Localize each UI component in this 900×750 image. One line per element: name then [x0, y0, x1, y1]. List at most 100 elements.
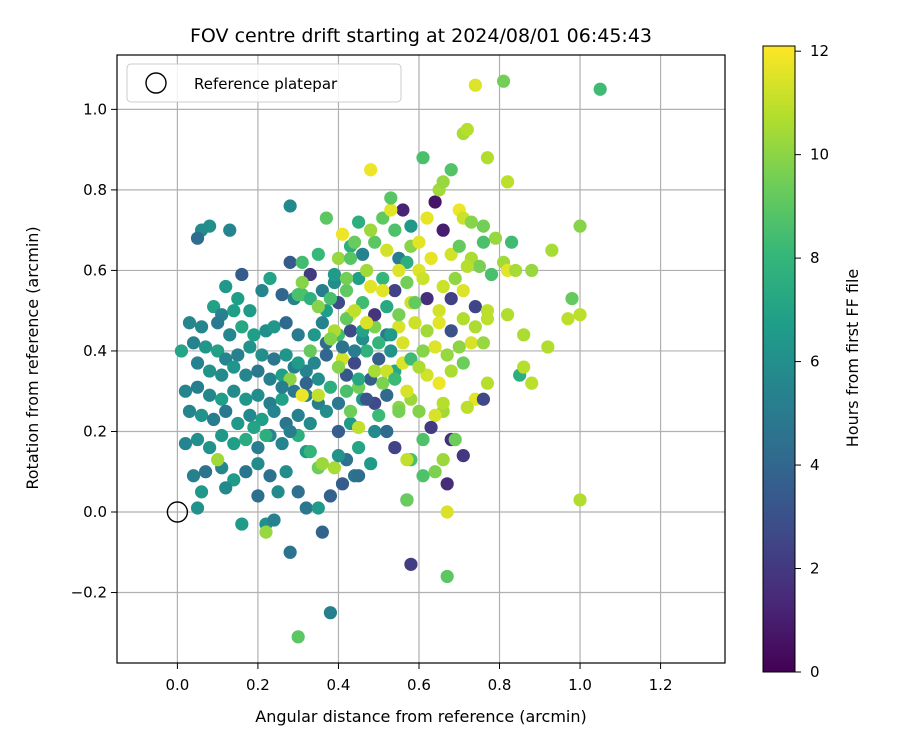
- data-point: [404, 219, 418, 233]
- data-point: [190, 432, 205, 447]
- data-point: [299, 376, 313, 390]
- data-point: [432, 376, 446, 390]
- data-point: [259, 525, 273, 539]
- data-point: [400, 384, 414, 398]
- data-point: [468, 78, 482, 92]
- data-point: [299, 501, 313, 515]
- data-point: [347, 344, 362, 358]
- data-point: [372, 352, 386, 366]
- chart-title: FOV centre drift starting at 2024/08/01 …: [190, 25, 652, 47]
- data-point: [182, 316, 197, 330]
- data-point: [303, 344, 317, 358]
- data-point: [440, 505, 454, 519]
- data-point: [339, 271, 354, 286]
- data-point: [315, 457, 329, 471]
- data-point: [323, 489, 338, 503]
- data-point: [376, 376, 390, 390]
- data-point: [227, 436, 241, 451]
- data-point: [295, 388, 309, 402]
- data-point: [593, 82, 607, 96]
- data-point: [444, 364, 458, 378]
- data-point: [275, 436, 289, 451]
- data-point: [263, 469, 277, 483]
- data-point: [364, 223, 378, 237]
- data-point: [279, 316, 293, 330]
- data-point: [476, 219, 491, 233]
- data-point: [203, 364, 217, 378]
- data-point: [517, 360, 531, 374]
- data-point: [408, 316, 422, 330]
- data-point: [444, 292, 458, 306]
- y-tick-label: 0.8: [83, 181, 107, 199]
- data-point: [182, 404, 197, 418]
- data-point: [400, 275, 414, 290]
- data-point: [227, 304, 241, 318]
- data-point: [400, 493, 414, 507]
- data-point: [368, 424, 382, 439]
- data-point: [480, 151, 495, 165]
- data-point: [384, 328, 398, 342]
- data-point: [194, 320, 209, 334]
- data-point: [392, 404, 406, 418]
- data-point: [573, 308, 587, 322]
- data-point: [263, 271, 277, 286]
- data-point: [239, 465, 253, 479]
- data-point: [488, 231, 503, 245]
- x-tick-label: 0.2: [246, 676, 270, 694]
- data-point: [392, 308, 406, 322]
- data-point: [207, 300, 221, 314]
- data-point: [392, 263, 406, 278]
- data-point: [436, 396, 450, 410]
- data-point: [525, 376, 539, 390]
- data-point: [368, 235, 382, 249]
- data-point: [190, 380, 205, 394]
- data-point: [351, 440, 366, 455]
- data-point: [339, 368, 354, 382]
- data-point: [420, 368, 434, 382]
- data-point: [476, 235, 491, 249]
- data-point: [416, 344, 430, 358]
- data-point: [368, 364, 382, 378]
- data-point: [198, 340, 213, 354]
- data-point: [343, 404, 358, 418]
- x-tick-label: 0.0: [165, 676, 189, 694]
- data-point: [416, 151, 430, 165]
- data-point: [351, 469, 366, 483]
- data-point: [456, 312, 470, 326]
- data-point: [416, 469, 430, 483]
- legend-box: [126, 63, 402, 103]
- data-point: [263, 372, 277, 386]
- x-tick-label: 0.4: [327, 676, 351, 694]
- data-point: [203, 440, 217, 455]
- data-point: [315, 316, 329, 330]
- data-point: [424, 420, 438, 435]
- data-point: [456, 449, 470, 463]
- data-point: [186, 336, 201, 350]
- data-point: [319, 404, 333, 418]
- data-point: [219, 481, 233, 495]
- data-point: [231, 292, 245, 306]
- data-point: [255, 283, 269, 298]
- x-tick-label: 0.8: [488, 676, 512, 694]
- data-point: [384, 191, 398, 205]
- data-point: [376, 211, 390, 225]
- data-point: [480, 312, 495, 326]
- data-point: [303, 267, 317, 282]
- data-point: [480, 376, 495, 390]
- data-point: [190, 501, 205, 515]
- data-point: [384, 344, 398, 358]
- data-point: [412, 404, 426, 418]
- data-point: [380, 300, 394, 314]
- data-point: [380, 243, 394, 257]
- data-point: [275, 380, 289, 394]
- data-point: [364, 457, 378, 471]
- data-point: [239, 432, 253, 447]
- y-tick-label: 0.0: [83, 503, 107, 521]
- data-point: [319, 348, 333, 362]
- legend-marker-open-circle: [145, 72, 167, 94]
- data-point: [295, 255, 309, 269]
- colorbar-tick-label: 2: [810, 560, 820, 578]
- data-point: [231, 348, 245, 362]
- data-point: [267, 320, 281, 334]
- data-point: [335, 477, 350, 491]
